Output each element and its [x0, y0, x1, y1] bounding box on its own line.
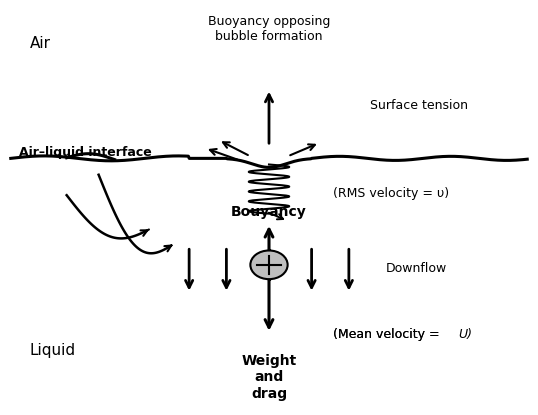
Text: Liquid: Liquid	[30, 343, 75, 358]
Text: (RMS velocity = υ): (RMS velocity = υ)	[333, 187, 449, 200]
Text: (Mean velocity =: (Mean velocity =	[333, 328, 443, 341]
Text: Bouyancy: Bouyancy	[231, 205, 307, 219]
Text: Air–liquid interface: Air–liquid interface	[19, 146, 152, 159]
Circle shape	[250, 251, 288, 279]
Text: Surface tension: Surface tension	[370, 99, 468, 112]
Text: Downflow: Downflow	[386, 262, 448, 276]
Text: U): U)	[458, 328, 472, 341]
Text: Weight
and
drag: Weight and drag	[242, 354, 296, 400]
Text: (Mean velocity =: (Mean velocity =	[333, 328, 443, 341]
Text: Air: Air	[30, 36, 51, 51]
Text: Buoyancy opposing
bubble formation: Buoyancy opposing bubble formation	[208, 15, 330, 43]
